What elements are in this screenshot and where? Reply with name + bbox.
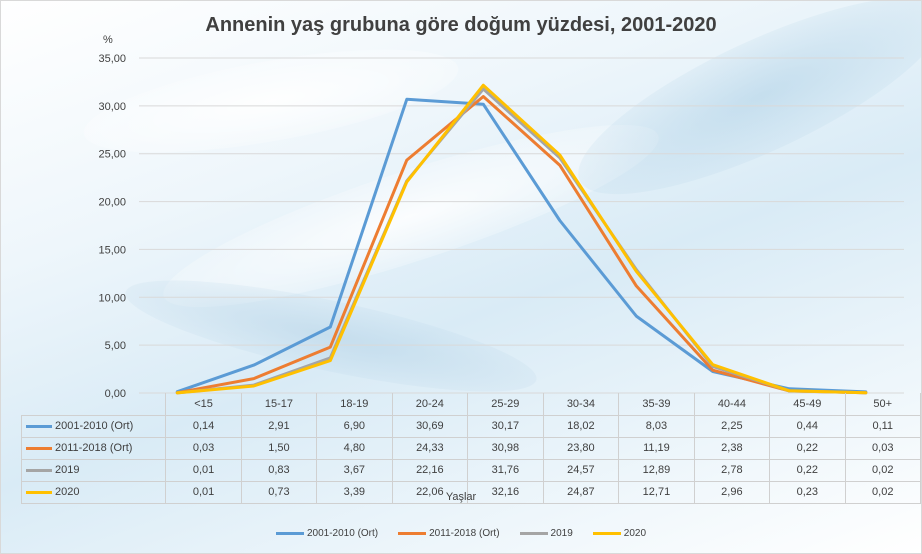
data-label: 0,01 [165,458,242,482]
data-label: 6,90 [316,414,393,438]
legend-item: 2011-2018 (Ort) [398,528,500,539]
x-tick-label: <15 [165,393,242,416]
data-label: 0,23 [769,480,846,504]
data-table: <15 15-17 18-19 20-24 25-29 30-34 35-39 40-44 45… [20,393,921,504]
y-tick-label: 30,00 [98,101,126,113]
data-label: 22,16 [391,458,469,482]
legend-item: 2019 [519,528,573,539]
legend-key [275,531,304,535]
data-label: 0,44 [769,414,846,438]
legend-item: 2001-2010 (Ort) [275,528,379,539]
data-table-row: 2001-2010 (Ort) 0,14 2,91 6,90 30,69 30,17 18,… [20,414,921,438]
data-label: 23,80 [542,436,620,460]
data-label: 0,11 [844,414,921,438]
data-label: 0,03 [844,436,921,460]
data-table-row: 2011-2018 (Ort) 0,03 1,50 4,80 24,33 30,98 23,… [20,436,921,460]
x-tick-label: 35-39 [618,393,695,416]
y-tick-label: 25,00 [98,149,126,161]
series-key [26,446,52,450]
y-tick-label: 20,00 [98,197,126,209]
data-label: 12,89 [618,458,695,482]
data-label: 0,03 [165,436,242,460]
data-label: 0,02 [844,458,921,482]
series-name: 2020 [55,486,80,498]
series-label: 2019 [20,458,167,482]
legend-item: 2020 [592,528,647,539]
x-tick-label: 18-19 [316,393,393,416]
x-tick-label: 50+ [844,393,921,416]
data-table-header-row: <15 15-17 18-19 20-24 25-29 30-34 35-39 40-44 45… [22,393,921,416]
data-label: 32,16 [467,480,544,504]
x-tick-label: 40-44 [693,393,771,416]
data-label: 2,78 [693,458,771,482]
data-label: 30,98 [467,436,544,460]
series-name: 2011-2018 (Ort) [55,442,133,454]
data-label: 24,57 [542,458,620,482]
data-label: 18,02 [542,414,620,438]
x-axis-title: Yaşlar [445,491,477,503]
data-label: 30,17 [467,414,544,438]
data-label: 3,67 [316,458,393,482]
x-tick-label: 25-29 [467,393,544,416]
y-tick-label: 0,00 [105,388,126,400]
legend-label: 2011-2018 (Ort) [429,528,500,539]
data-label: 0,22 [769,436,846,460]
data-label: 24,87 [542,480,620,504]
data-label: 11,19 [618,436,695,460]
y-tick-label: 10,00 [98,292,126,304]
series-line [175,95,868,395]
legend-label: 2019 [550,528,573,539]
chart-title: Annenin yaş grubuna göre doğum yüzdesi, … [205,14,717,36]
data-label: 2,38 [693,436,771,460]
legend-key [398,531,427,535]
legend-label: 2020 [623,528,647,539]
data-label: 8,03 [618,414,695,438]
y-tick-label: 15,00 [98,244,126,256]
x-tick-label: 20-24 [391,393,469,416]
series-key [26,490,52,494]
data-label: 0,22 [769,458,846,482]
data-label: 24,33 [391,436,469,460]
legend-key [519,531,548,535]
legend: 2001-2010 (Ort) 2011-2018 (Ort) 2019 2020 [1,528,921,539]
data-label: 2,96 [693,480,771,504]
series-name: 2001-2010 (Ort) [55,420,134,432]
data-label: 0,14 [165,414,242,438]
x-tick-label: 30-34 [542,393,620,416]
series-label: 2020 [20,480,167,504]
legend-label: 2001-2010 (Ort) [306,528,379,539]
data-label: 2,25 [693,414,771,438]
data-label: 31,76 [467,458,544,482]
series-name: 2019 [55,464,80,476]
plot-area: 0,00 5,00 10,00 15,00 20,00 25,00 30,00 35,00 [98,53,904,400]
series-line [175,97,868,394]
y-axis-unit-label: % [103,34,113,46]
data-label: 0,83 [240,458,318,482]
series-line [175,87,868,395]
series-key [26,468,52,472]
data-table-row: 2019 0,01 0,83 3,67 22,16 31,76 24,57 12,89 2,78… [20,458,921,482]
data-label: 12,71 [618,480,695,504]
y-tick-label: 5,00 [105,340,126,352]
data-table-row: 2020 0,01 0,73 3,39 22,06 32,16 24,87 12,71 2,96… [20,480,921,504]
x-tick-label: 45-49 [769,393,846,416]
data-label: 30,69 [391,414,469,438]
legend-key [592,531,621,535]
data-label: 1,50 [240,436,318,460]
series-label: 2011-2018 (Ort) [20,436,167,460]
data-label: 4,80 [316,436,393,460]
data-label: 2,91 [240,414,318,438]
series-label: 2001-2010 (Ort) [20,414,167,438]
data-label: 3,39 [316,480,393,504]
data-table-corner [22,393,166,415]
x-tick-label: 15-17 [240,393,318,416]
y-tick-label: 35,00 [98,53,126,65]
series-key [26,424,52,428]
data-label: 0,02 [844,480,921,504]
series-line [175,83,868,395]
